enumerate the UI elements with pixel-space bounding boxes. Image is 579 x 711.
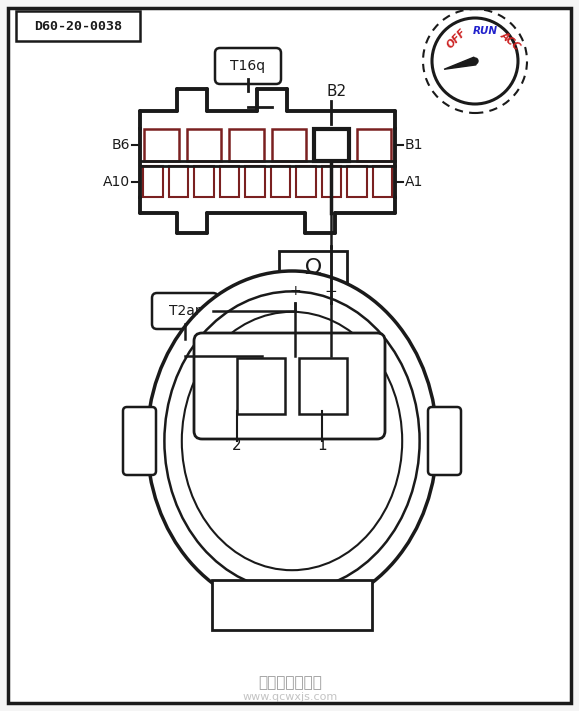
Bar	[321, 166, 341, 197]
Text: B6: B6	[112, 138, 130, 152]
Bar	[212, 580, 372, 631]
Bar	[357, 129, 391, 161]
Ellipse shape	[182, 312, 402, 570]
Bar	[272, 129, 306, 161]
Text: B1: B1	[405, 138, 423, 152]
Bar	[296, 166, 316, 197]
FancyBboxPatch shape	[123, 407, 156, 475]
Polygon shape	[444, 57, 476, 69]
Bar	[168, 166, 188, 197]
Bar	[245, 166, 265, 197]
Text: A10: A10	[103, 174, 130, 188]
Bar	[229, 129, 263, 161]
FancyBboxPatch shape	[215, 48, 281, 84]
Bar	[144, 129, 178, 161]
Bar	[194, 166, 214, 197]
Bar	[279, 251, 347, 301]
Circle shape	[472, 58, 478, 64]
Circle shape	[290, 293, 300, 303]
Bar	[219, 166, 239, 197]
Bar	[347, 166, 367, 197]
Text: Ω: Ω	[305, 258, 321, 278]
Text: RUN: RUN	[472, 26, 497, 36]
Text: A1: A1	[405, 174, 423, 188]
Text: 1: 1	[317, 439, 327, 454]
Bar	[186, 129, 221, 161]
Ellipse shape	[164, 292, 420, 591]
Text: D60-20-0038: D60-20-0038	[34, 19, 122, 33]
Bar	[372, 166, 392, 197]
Bar	[314, 129, 349, 161]
Text: +: +	[289, 284, 301, 298]
Bar	[143, 166, 163, 197]
FancyBboxPatch shape	[428, 407, 461, 475]
FancyBboxPatch shape	[152, 293, 218, 329]
Text: −: −	[325, 284, 338, 299]
Text: T2ar: T2ar	[169, 304, 201, 318]
Bar	[270, 166, 290, 197]
Text: www.qcwxjs.com: www.qcwxjs.com	[243, 692, 338, 702]
Text: 汽车维修技术网: 汽车维修技术网	[258, 675, 322, 690]
Text: OFF: OFF	[445, 27, 469, 50]
Text: 2: 2	[232, 439, 242, 454]
Text: B2: B2	[326, 84, 346, 99]
Circle shape	[326, 293, 336, 303]
Bar	[314, 129, 349, 161]
Text: ACC: ACC	[498, 30, 522, 52]
FancyBboxPatch shape	[237, 358, 285, 414]
FancyBboxPatch shape	[299, 358, 347, 414]
FancyBboxPatch shape	[194, 333, 385, 439]
Ellipse shape	[147, 271, 437, 611]
Text: T16q: T16q	[230, 59, 266, 73]
FancyBboxPatch shape	[16, 11, 140, 41]
